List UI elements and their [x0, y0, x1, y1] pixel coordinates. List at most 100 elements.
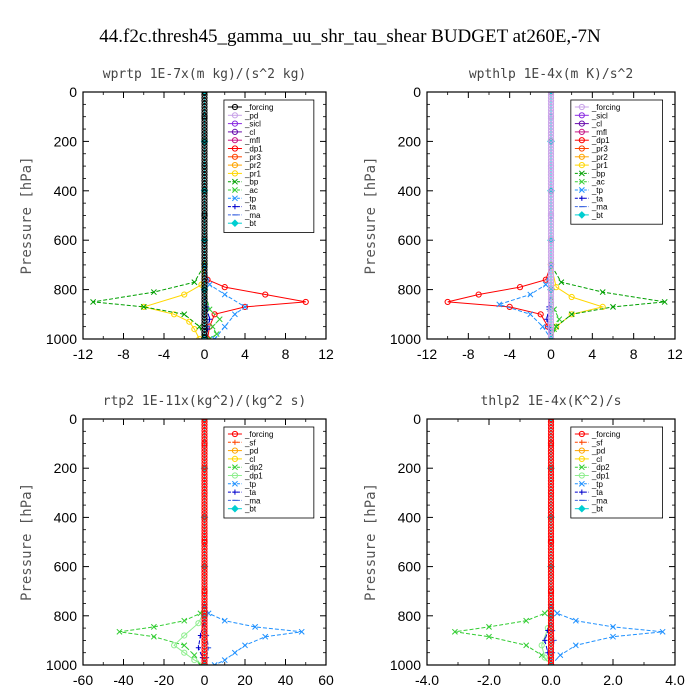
forcing-column-marker — [201, 501, 208, 508]
legend-label: _forcing — [244, 103, 273, 112]
forcing-column-marker — [547, 516, 555, 523]
forcing-column-marker — [201, 334, 208, 339]
legend-label: _pr3 — [244, 153, 262, 162]
data-point-dp2 — [181, 617, 188, 624]
data-point-tp — [211, 336, 218, 339]
legend-label: _bt — [591, 505, 604, 514]
forcing-column-marker — [201, 240, 208, 247]
forcing-column-marker — [201, 275, 208, 282]
plot-frame — [426, 91, 676, 340]
forcing-column-marker — [201, 269, 208, 276]
data-point-pr1 — [568, 311, 575, 318]
forcing-column-marker — [547, 646, 555, 653]
data-point-tp — [298, 628, 305, 635]
forcing-column-marker — [547, 234, 555, 241]
forcing-column-marker — [201, 299, 208, 306]
forcing-column-marker — [547, 454, 555, 461]
forcing-column-marker — [201, 130, 208, 137]
forcing-column-marker — [201, 433, 208, 440]
legend-label: _bt — [244, 219, 257, 228]
x-tick-label: 4 — [588, 346, 596, 362]
data-point-dp1 — [241, 303, 249, 310]
forcing-column-marker — [201, 575, 208, 582]
forcing-column-marker — [201, 604, 208, 612]
forcing-column-marker — [547, 433, 555, 440]
legend-marker — [578, 455, 585, 462]
forcing-column-marker — [201, 272, 208, 279]
chart-panel-1: wprtp 1E-7x(m kg)/(s^2 kg) Pressure [hPa]… — [19, 67, 334, 362]
x-tick-label: -8 — [462, 346, 475, 362]
forcing-column-marker — [201, 445, 208, 452]
legend-marker — [231, 447, 239, 454]
forcing-column-marker — [201, 610, 208, 617]
legend-marker — [578, 430, 585, 438]
data-point-tp — [542, 281, 549, 288]
forcing-column-marker — [547, 243, 555, 250]
forcing-column-marker — [201, 171, 208, 179]
forcing-column-marker — [201, 563, 208, 570]
legend-label: _pr1 — [244, 169, 262, 178]
forcing-column-marker — [201, 163, 208, 170]
series-line-bp — [93, 92, 205, 339]
forcing-column-marker — [547, 649, 555, 656]
legend-marker — [578, 162, 585, 169]
legend-marker — [231, 195, 238, 202]
forcing-column-marker — [547, 419, 555, 423]
forcing-column-marker — [547, 448, 555, 455]
x-tick-label: 4.0 — [665, 672, 685, 688]
forcing-column-marker — [201, 168, 208, 176]
data-point-dp1 — [444, 298, 451, 306]
y-tick-label: 400 — [54, 183, 78, 199]
series-line-tp — [497, 92, 552, 339]
forcing-column-marker — [201, 157, 208, 164]
data-point-dp2 — [451, 628, 458, 635]
forcing-column-marker — [547, 225, 555, 232]
y-tick-label: 1000 — [390, 657, 421, 673]
forcing-column-marker — [547, 578, 555, 585]
forcing-column-marker — [547, 581, 555, 588]
x-tick-label: 0 — [201, 672, 209, 688]
legend-label: _bt — [591, 211, 604, 220]
data-point-tp — [610, 623, 616, 630]
forcing-column-marker — [547, 240, 555, 247]
data-point-tp — [242, 642, 248, 649]
x-tick-label: -60 — [73, 672, 93, 688]
legend-marker — [578, 447, 585, 454]
data-point-tp — [572, 642, 579, 649]
forcing-column-marker — [201, 581, 208, 588]
x-tick-label: -12 — [73, 346, 93, 362]
forcing-column-marker — [201, 531, 208, 538]
legend-label: _ac — [244, 186, 258, 195]
forcing-column-marker — [547, 278, 555, 285]
data-point-tp — [221, 657, 228, 664]
forcing-column-marker — [201, 165, 208, 173]
forcing-column-marker — [201, 439, 208, 446]
legend-marker — [231, 480, 238, 487]
forcing-column-marker — [547, 195, 555, 202]
series-line-bp — [550, 92, 665, 339]
forcing-column-marker — [547, 421, 555, 429]
forcing-column-marker — [201, 631, 208, 638]
forcing-column-marker — [547, 136, 555, 143]
forcing-column-marker — [547, 430, 555, 437]
forcing-column-marker — [547, 531, 555, 538]
forcing-column-marker — [201, 646, 208, 653]
legend-marker — [578, 153, 585, 160]
forcing-column-marker — [201, 97, 208, 104]
legend-marker — [231, 219, 239, 228]
forcing-column-marker — [547, 287, 555, 294]
data-point-dp1 — [537, 311, 544, 318]
data-point-tp — [527, 311, 534, 318]
data-point-tp — [231, 649, 238, 656]
forcing-column-marker — [201, 328, 208, 336]
forcing-column-marker — [547, 474, 555, 482]
legend-box — [223, 426, 315, 519]
forcing-column-marker — [201, 504, 208, 511]
legend-marker — [579, 489, 585, 495]
forcing-column-marker — [547, 569, 555, 576]
data-point-tp — [242, 303, 248, 310]
legend-marker — [231, 464, 238, 471]
forcing-column-marker — [547, 519, 555, 526]
legend-marker — [232, 489, 238, 495]
y-tick-label: 0 — [69, 84, 77, 100]
